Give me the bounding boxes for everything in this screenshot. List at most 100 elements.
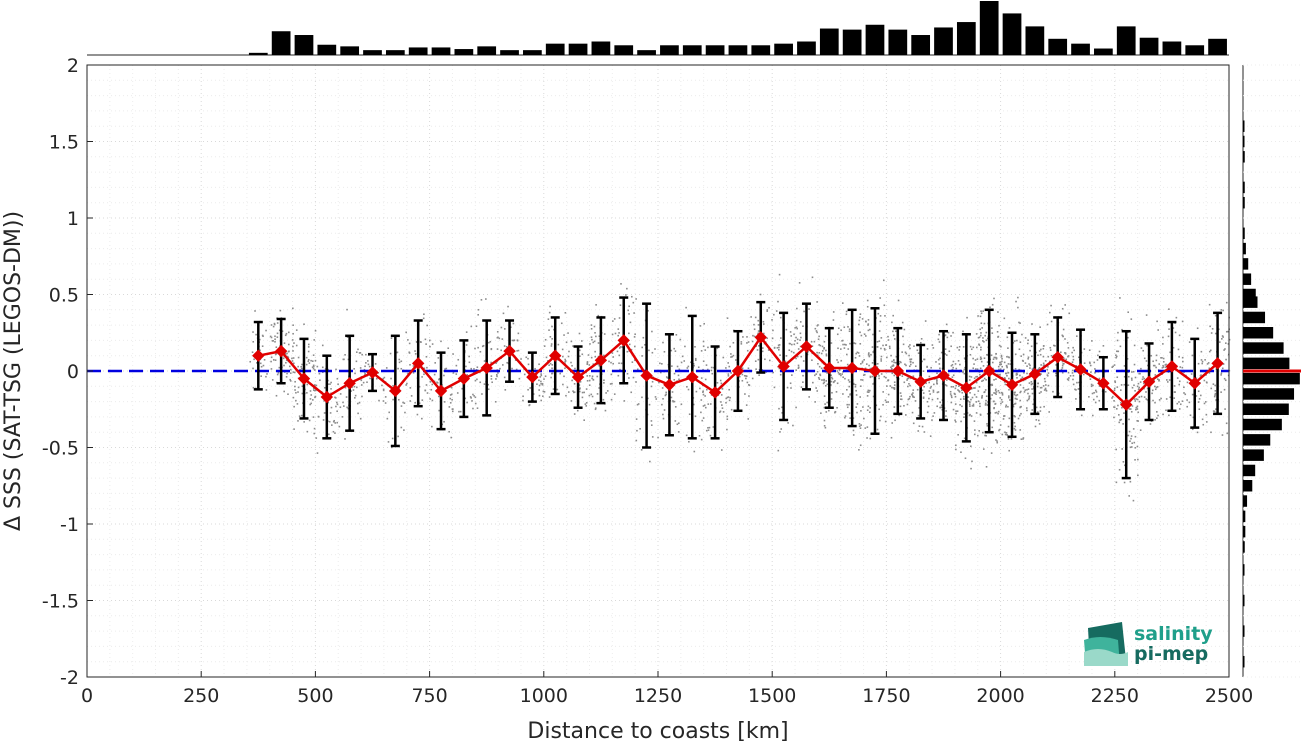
scatter-point <box>406 382 408 385</box>
scatter-point <box>444 368 446 370</box>
scatter-point <box>609 383 612 385</box>
scatter-point <box>477 308 480 311</box>
scatter-point <box>1067 371 1070 374</box>
scatter-point <box>902 335 904 338</box>
scatter-point <box>566 386 569 389</box>
scatter-point <box>953 392 956 395</box>
top-histogram-bar <box>477 46 497 55</box>
scatter-point <box>1016 377 1018 379</box>
scatter-point <box>538 389 540 391</box>
scatter-point <box>985 339 988 342</box>
scatter-point <box>1008 395 1010 397</box>
scatter-point <box>1050 354 1053 357</box>
scatter-point <box>388 411 391 414</box>
scatter-point <box>721 387 724 390</box>
top-histogram-bar <box>523 50 542 55</box>
scatter-point <box>1224 348 1226 350</box>
scatter-point <box>773 313 775 316</box>
scatter-point <box>1003 415 1005 417</box>
scatter-point <box>796 355 799 358</box>
scatter-point <box>680 403 683 406</box>
scatter-point <box>1128 408 1131 410</box>
scatter-point <box>266 373 268 375</box>
scatter-point <box>730 356 732 358</box>
scatter-point <box>274 340 276 343</box>
scatter-point <box>458 410 460 413</box>
scatter-point <box>880 347 882 350</box>
scatter-point <box>1006 336 1009 339</box>
scatter-point <box>686 367 689 369</box>
scatter-point <box>1064 338 1066 340</box>
mean-marker <box>754 331 767 344</box>
scatter-point <box>287 355 289 358</box>
scatter-point <box>959 404 961 406</box>
scatter-point <box>814 327 817 330</box>
scatter-point <box>1018 414 1021 417</box>
scatter-point <box>767 349 770 351</box>
scatter-point <box>1020 390 1022 393</box>
scatter-point <box>604 409 607 412</box>
mean-marker <box>480 361 493 375</box>
scatter-point <box>816 354 819 357</box>
scatter-point <box>636 368 639 371</box>
scatter-point <box>908 354 910 357</box>
scatter-point <box>364 372 366 375</box>
scatter-point <box>1133 344 1136 347</box>
scatter-point <box>344 354 346 356</box>
scatter-point <box>753 323 755 326</box>
scatter-point <box>516 350 518 352</box>
scatter-point <box>907 398 910 401</box>
scatter-point <box>359 417 362 420</box>
scatter-point <box>702 417 705 419</box>
scatter-point <box>900 361 902 364</box>
scatter-point <box>797 366 800 369</box>
scatter-point <box>586 375 589 377</box>
scatter-point <box>972 405 975 407</box>
scatter-point <box>1047 372 1050 374</box>
scatter-point <box>567 355 570 358</box>
scatter-point <box>836 382 839 385</box>
scatter-point <box>974 368 977 370</box>
scatter-point <box>1214 394 1216 396</box>
scatter-point <box>352 389 355 391</box>
scatter-point <box>1039 410 1042 412</box>
scatter-point <box>748 395 750 397</box>
scatter-point <box>338 425 341 428</box>
scatter-point <box>385 367 388 369</box>
scatter-point <box>1006 366 1008 369</box>
scatter-point <box>1130 435 1133 437</box>
scatter-point <box>954 395 957 398</box>
mean-marker <box>1211 357 1224 370</box>
y-tick-label: -1 <box>60 514 79 536</box>
scatter-point <box>1003 361 1006 364</box>
scatter-point <box>938 363 941 365</box>
scatter-point <box>663 350 666 353</box>
scatter-point <box>981 380 983 382</box>
scatter-point <box>1204 359 1206 361</box>
scatter-point <box>275 346 278 349</box>
scatter-point <box>912 392 914 394</box>
scatter-point <box>362 381 365 384</box>
scatter-point <box>884 349 886 351</box>
top-histogram-bar <box>728 45 748 55</box>
mean-marker <box>594 354 608 367</box>
scatter-point <box>1138 400 1141 403</box>
scatter-point <box>397 435 399 438</box>
scatter-point <box>603 382 605 384</box>
scatter-point <box>963 413 966 415</box>
scatter-point <box>751 340 754 343</box>
scatter-point <box>1098 350 1101 353</box>
scatter-point <box>1213 395 1216 398</box>
scatter-point <box>848 412 851 414</box>
scatter-point <box>293 428 295 430</box>
scatter-point <box>1220 309 1223 311</box>
scatter-point <box>1137 382 1140 385</box>
scatter-point <box>985 395 988 398</box>
scatter-point <box>1072 383 1075 386</box>
scatter-point <box>955 384 957 387</box>
scatter-point <box>1040 386 1043 389</box>
scatter-point <box>1115 448 1117 451</box>
scatter-point <box>1043 364 1045 366</box>
scatter-point <box>303 323 305 326</box>
scatter-point <box>448 406 451 408</box>
